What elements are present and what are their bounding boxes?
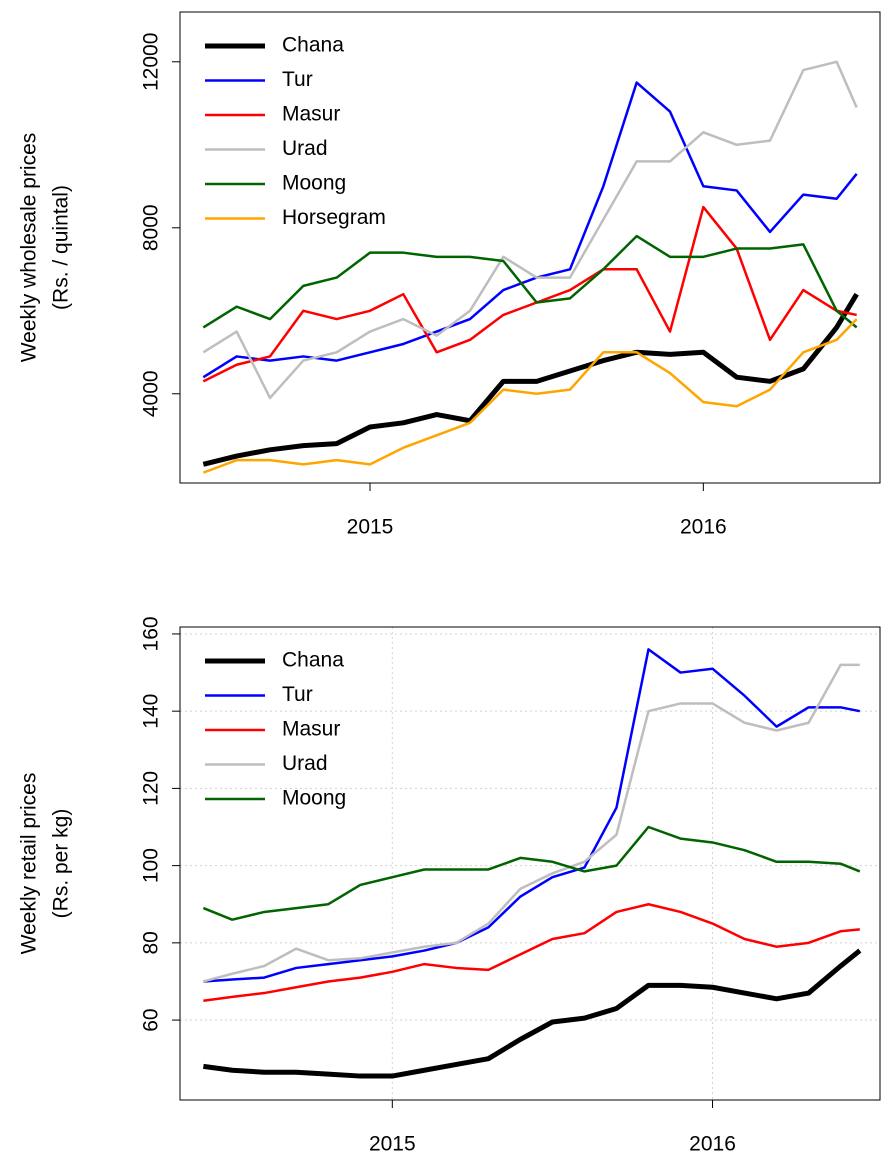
series-line [202,825,861,921]
legend-label: Moong [282,787,346,810]
series-line [202,318,858,474]
y-tick-label: 12000 [140,33,163,91]
legend-label: Moong [282,172,346,195]
series-line [203,902,860,1003]
legend-label: Masur [282,103,340,126]
series-line [203,663,860,983]
series-line [203,948,862,1079]
series-line [202,292,859,467]
y-tick-label: 100 [140,848,163,883]
y-axis-title: (Rs. per kg) [50,809,73,919]
series-line [203,648,861,983]
series-line [202,60,858,400]
legend-label: Tur [282,683,313,706]
y-tick-label: 140 [140,694,163,729]
y-tick-label: 120 [140,771,163,806]
legend-label: Urad [282,137,328,160]
legend-label: Urad [282,752,328,775]
x-tick-label: 2016 [680,516,727,539]
y-tick-label: 80 [140,931,163,954]
y-axis-title: Weekly wholesale prices [18,133,41,363]
legend-label: Masur [282,718,340,741]
series-line [202,81,858,379]
plot-frame [179,11,881,484]
x-tick-label: 2015 [347,516,394,539]
y-tick-label: 4000 [140,370,163,417]
y-tick-label: 8000 [140,204,163,251]
x-tick-label: 2015 [369,1133,416,1156]
series-line [202,234,858,329]
y-axis-title: (Rs. / quintal) [50,185,73,310]
legend-label: Chana [282,649,344,672]
legend-label: Tur [282,68,313,91]
plot-frame [179,626,881,1101]
legend-label: Horsegram [282,206,386,229]
legend-label: Chana [282,34,344,57]
y-tick-label: 60 [140,1008,163,1031]
y-tick-label: 160 [140,616,163,651]
y-axis-title: Weekly retail prices [18,773,41,955]
x-tick-label: 2016 [689,1133,736,1156]
